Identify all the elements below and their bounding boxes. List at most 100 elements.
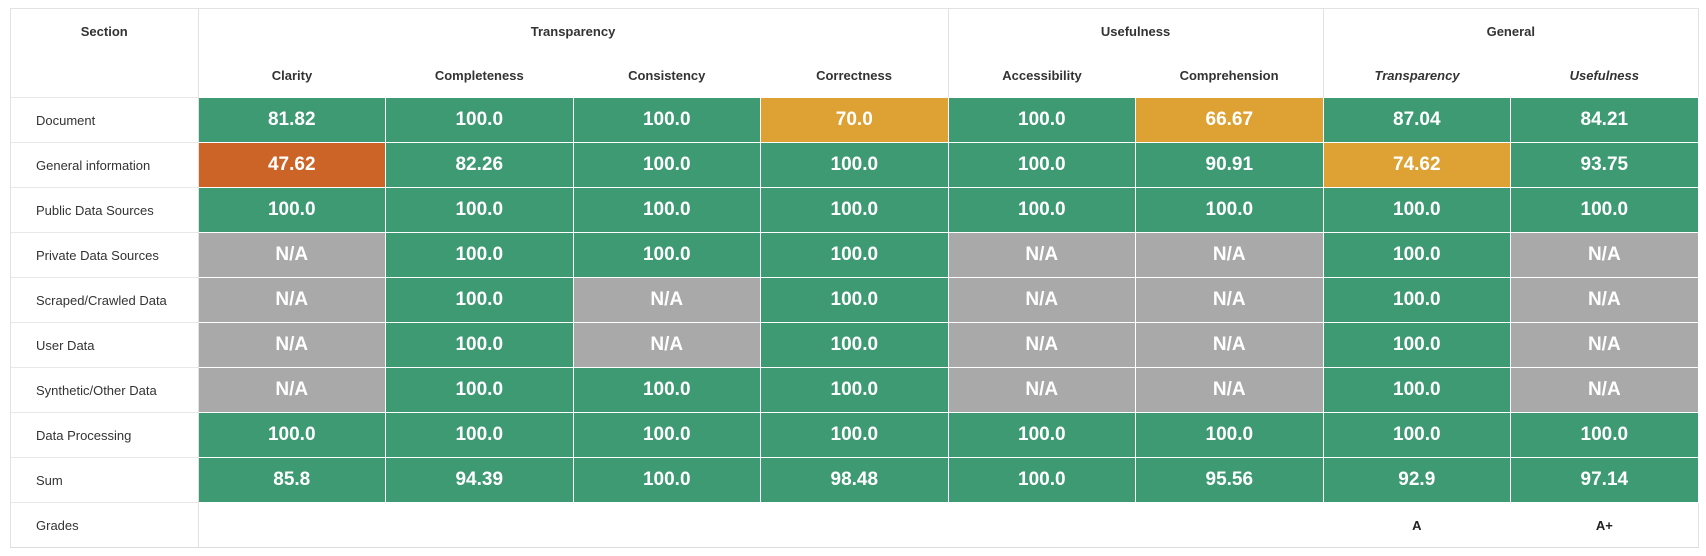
score-cell-correctness: 100.0 — [760, 322, 949, 368]
score-cell-clarity: 47.62 — [197, 142, 386, 188]
row-label: Synthetic/Other Data — [11, 367, 199, 413]
score-cell-accessibility: 100.0 — [947, 142, 1137, 188]
score-cell-completeness: 100.0 — [385, 187, 574, 233]
row-label: Data Processing — [11, 412, 199, 458]
score-cell-comprehension: 100.0 — [1135, 187, 1324, 233]
score-cell-accessibility: N/A — [947, 322, 1137, 368]
score-cell-completeness: 100.0 — [385, 367, 574, 413]
score-cell-general-transparency: 100.0 — [1322, 232, 1512, 278]
score-cell-consistency: 100.0 — [572, 187, 761, 233]
table-row: User Data N/A 100.0 N/A 100.0 N/A N/A 100.0 N/A — [11, 322, 1699, 368]
grade-empty-cell — [1135, 502, 1324, 547]
score-cell-comprehension: 95.56 — [1135, 457, 1324, 503]
score-cell-general-usefulness: N/A — [1510, 322, 1699, 368]
score-cell-accessibility: N/A — [947, 367, 1137, 413]
score-cell-correctness: 100.0 — [760, 367, 949, 413]
section-header: Section — [80, 23, 128, 39]
table-row: Public Data Sources 100.0 100.0 100.0 100.0 1… — [11, 187, 1699, 233]
score-cell-comprehension: 90.91 — [1135, 142, 1324, 188]
score-cell-clarity: N/A — [197, 277, 386, 323]
group-header-transparency: Transparency — [197, 9, 949, 53]
score-cell-consistency: 100.0 — [572, 232, 761, 278]
score-cell-completeness: 100.0 — [385, 322, 574, 368]
score-cell-comprehension: 100.0 — [1135, 412, 1324, 458]
score-cell-clarity: N/A — [197, 322, 386, 368]
score-cell-general-transparency: 100.0 — [1322, 277, 1512, 323]
grades-label: Grades — [11, 502, 199, 547]
grade-empty-cell — [573, 502, 761, 547]
column-header-general-transparency: Transparency — [1322, 53, 1511, 98]
grade-empty-cell — [198, 502, 386, 547]
score-cell-accessibility: 100.0 — [947, 97, 1137, 143]
score-cell-clarity: 100.0 — [197, 412, 386, 458]
score-cell-accessibility: 100.0 — [947, 187, 1137, 233]
column-header-consistency: Consistency — [628, 67, 706, 83]
score-cell-correctness: 100.0 — [760, 277, 949, 323]
score-cell-general-transparency: 100.0 — [1322, 412, 1512, 458]
score-cell-consistency: 100.0 — [572, 142, 761, 188]
score-cell-completeness: 100.0 — [385, 412, 574, 458]
group-header-row: Section Transparency Usefulness General — [11, 9, 1699, 53]
score-cell-clarity: 85.8 — [197, 457, 386, 503]
table-body: Document 81.82 100.0 100.0 70.0 100.0 66.67 87.… — [11, 97, 1699, 547]
row-label: General information — [11, 142, 199, 188]
grade-empty-cell — [760, 502, 949, 547]
grade-empty-cell — [948, 502, 1136, 547]
table-row: Synthetic/Other Data N/A 100.0 100.0 100.0 N/… — [11, 367, 1699, 413]
score-cell-clarity: N/A — [197, 367, 386, 413]
column-header-general-usefulness: Usefulness — [1569, 67, 1639, 83]
score-cell-general-transparency: 74.62 — [1322, 142, 1512, 188]
score-cell-general-usefulness: N/A — [1510, 367, 1699, 413]
row-label: Sum — [11, 457, 199, 503]
score-cell-correctness: 98.48 — [760, 457, 949, 503]
table-row: Private Data Sources N/A 100.0 100.0 100.0 N/… — [11, 232, 1699, 278]
score-cell-general-usefulness: 100.0 — [1510, 187, 1699, 233]
column-header-comprehension: Comprehension — [1179, 67, 1279, 83]
score-cell-consistency: 100.0 — [572, 367, 761, 413]
row-label: Document — [11, 97, 199, 143]
score-cell-correctness: 100.0 — [760, 142, 949, 188]
grades-row: Grades A A+ — [11, 502, 1699, 547]
score-cell-consistency: N/A — [572, 322, 761, 368]
score-cell-correctness: 100.0 — [760, 232, 949, 278]
row-label: Private Data Sources — [11, 232, 199, 278]
score-cell-comprehension: 66.67 — [1135, 97, 1324, 143]
score-cell-general-transparency: 100.0 — [1322, 187, 1512, 233]
score-cell-general-usefulness: N/A — [1510, 277, 1699, 323]
score-cell-general-usefulness: N/A — [1510, 232, 1699, 278]
score-cell-comprehension: N/A — [1135, 232, 1324, 278]
score-cell-clarity: 81.82 — [197, 97, 386, 143]
score-cell-consistency: N/A — [572, 277, 761, 323]
score-cell-completeness: 94.39 — [385, 457, 574, 503]
score-cell-general-usefulness: 97.14 — [1510, 457, 1699, 503]
scores-table-container: Section Transparency Usefulness General … — [10, 8, 1699, 548]
score-cell-general-transparency: 100.0 — [1322, 367, 1512, 413]
table-row: Data Processing 100.0 100.0 100.0 100.0 100.0… — [11, 412, 1699, 458]
score-cell-completeness: 100.0 — [385, 97, 574, 143]
score-cell-general-transparency: 92.9 — [1322, 457, 1512, 503]
column-header-completeness: Completeness — [434, 67, 524, 83]
score-cell-consistency: 100.0 — [572, 457, 761, 503]
grade-usefulness: A+ — [1510, 502, 1699, 547]
score-cell-correctness: 70.0 — [760, 97, 949, 143]
table-row: Document 81.82 100.0 100.0 70.0 100.0 66.67 87.… — [11, 97, 1699, 143]
section-header-spacer — [11, 53, 198, 98]
score-cell-general-usefulness: 100.0 — [1510, 412, 1699, 458]
score-cell-accessibility: 100.0 — [947, 457, 1137, 503]
row-label: Public Data Sources — [11, 187, 199, 233]
column-header-row: Clarity Completeness Consistency Correct… — [11, 53, 1698, 98]
score-cell-clarity: 100.0 — [197, 187, 386, 233]
score-cell-completeness: 100.0 — [385, 232, 574, 278]
score-cell-accessibility: N/A — [947, 232, 1137, 278]
grade-transparency: A — [1323, 502, 1511, 547]
table-row: Sum 85.8 94.39 100.0 98.48 100.0 95.56 92.9 97.1… — [11, 457, 1699, 503]
score-cell-correctness: 100.0 — [760, 412, 949, 458]
score-cell-general-usefulness: 84.21 — [1510, 97, 1699, 143]
row-label: Scraped/Crawled Data — [11, 277, 199, 323]
score-cell-completeness: 82.26 — [385, 142, 574, 188]
table-row: General information 47.62 82.26 100.0 100.0 1… — [11, 142, 1699, 188]
grade-empty-cell — [385, 502, 573, 547]
score-cell-general-transparency: 100.0 — [1322, 322, 1512, 368]
group-header-usefulness: Usefulness — [947, 9, 1324, 53]
score-cell-comprehension: N/A — [1135, 367, 1324, 413]
